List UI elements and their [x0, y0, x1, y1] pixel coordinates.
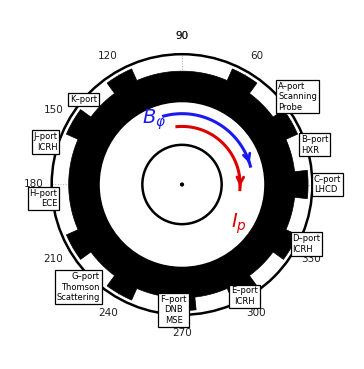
Text: D–port
ICRH: D–port ICRH: [293, 234, 320, 254]
Text: 90: 90: [175, 31, 189, 41]
Text: B–port
HXR: B–port HXR: [301, 135, 328, 155]
Text: 90: 90: [175, 31, 189, 41]
Text: C–port
LHCD: C–port LHCD: [314, 175, 341, 194]
Text: 240: 240: [98, 308, 118, 318]
Text: A–port
Scanning
Probe: A–port Scanning Probe: [278, 82, 317, 111]
PathPatch shape: [67, 69, 308, 311]
Text: 330: 330: [301, 254, 321, 264]
Text: 180: 180: [23, 179, 43, 190]
Text: 120: 120: [98, 51, 118, 61]
Text: F–port
DNB
MSE: F–port DNB MSE: [160, 295, 187, 325]
Circle shape: [181, 183, 183, 186]
Text: 30: 30: [304, 105, 317, 115]
Text: 270: 270: [172, 328, 192, 338]
Text: 150: 150: [43, 105, 63, 115]
Text: 300: 300: [246, 308, 266, 318]
Circle shape: [100, 102, 264, 267]
Text: $B_{\varphi}$: $B_{\varphi}$: [142, 107, 166, 132]
Text: $I_p$: $I_p$: [231, 212, 246, 237]
Text: G–port
Thomson
Scattering: G–port Thomson Scattering: [56, 272, 100, 302]
Text: 210: 210: [43, 254, 63, 264]
Text: E–port
ICRH: E–port ICRH: [231, 286, 258, 306]
Text: J–port
ICRH: J–port ICRH: [33, 132, 58, 152]
Text: K–port: K–port: [70, 95, 97, 104]
Text: 60: 60: [250, 51, 263, 61]
Text: H–port
ECE: H–port ECE: [29, 189, 58, 208]
